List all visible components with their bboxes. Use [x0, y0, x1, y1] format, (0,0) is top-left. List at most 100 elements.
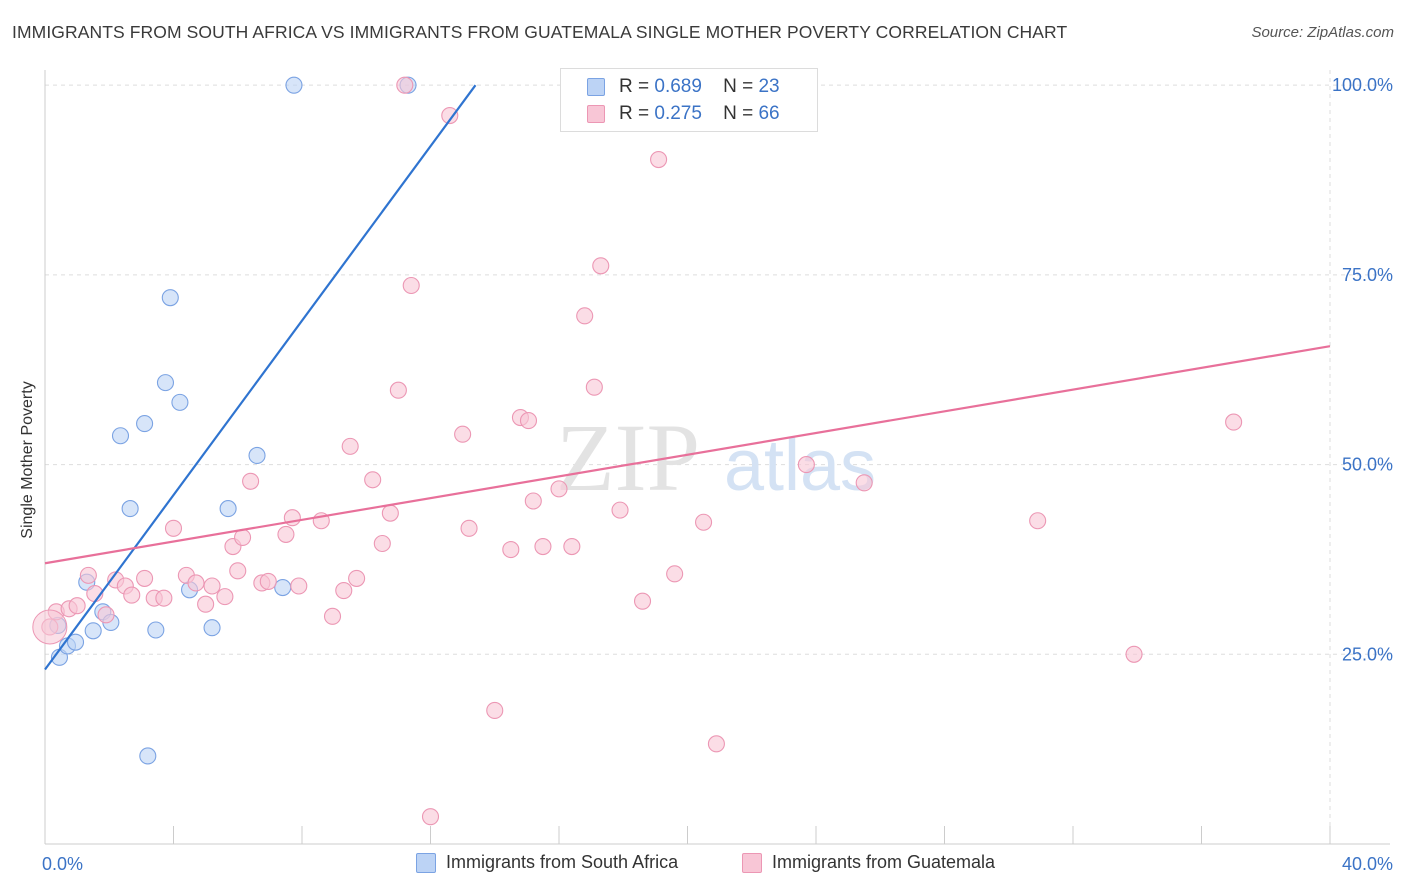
legend-swatch-guatemala: [587, 105, 605, 123]
point-south-africa: [219, 500, 237, 518]
y-axis-label-container: Single Mother Poverty: [4, 360, 52, 560]
point-guatemala: [123, 586, 141, 604]
point-guatemala: [695, 513, 713, 531]
point-guatemala: [486, 701, 504, 719]
bottom-legend-swatch-guatemala: [742, 853, 762, 873]
n-label: N =: [723, 76, 754, 97]
y-tick-label: 50.0%: [1342, 455, 1393, 475]
bottom-legend-swatch-south-africa: [416, 853, 436, 873]
point-guatemala: [460, 519, 478, 537]
point-guatemala: [524, 492, 542, 510]
point-guatemala: [164, 519, 183, 537]
y-tick-label: 100.0%: [1332, 75, 1393, 95]
grid-lines: [45, 70, 1390, 844]
point-guatemala: [1029, 512, 1047, 530]
point-guatemala: [611, 501, 629, 519]
chart-title: IMMIGRANTS FROM SOUTH AFRICA VS IMMIGRAN…: [12, 22, 1068, 42]
point-guatemala: [402, 276, 420, 295]
source-label: Source: ZipAtlas.com: [1251, 24, 1394, 41]
point-south-africa: [139, 747, 157, 765]
point-guatemala: [242, 472, 260, 490]
point-guatemala: [650, 150, 668, 169]
point-guatemala: [187, 574, 205, 592]
point-guatemala: [585, 378, 603, 396]
point-guatemala: [136, 569, 154, 587]
point-south-africa: [84, 622, 102, 640]
axes: [44, 70, 1390, 845]
legend-stats-guatemala: R = 0.275 N = 66: [619, 103, 780, 125]
point-guatemala: [797, 456, 815, 474]
correlation-legend: R = 0.689 N = 23 R = 0.275 N = 66: [560, 68, 818, 132]
point-south-africa: [66, 633, 85, 651]
n-label: N =: [723, 103, 754, 124]
y-axis-label: Single Mother Poverty: [19, 381, 36, 539]
point-south-africa: [248, 446, 266, 465]
point-guatemala: [323, 607, 342, 625]
point-guatemala: [421, 808, 440, 826]
trend-line-guatemala: [44, 345, 1331, 565]
bottom-legend-label-guatemala: Immigrants from Guatemala: [772, 852, 996, 872]
point-south-africa: [171, 393, 189, 411]
point-south-africa: [111, 427, 130, 445]
point-guatemala: [290, 577, 308, 595]
point-guatemala: [341, 437, 359, 455]
point-guatemala: [454, 425, 472, 443]
point-guatemala: [666, 565, 684, 583]
point-guatemala: [155, 589, 173, 607]
point-guatemala: [373, 534, 391, 553]
point-guatemala: [592, 257, 610, 275]
n-value-south-africa: 23: [758, 76, 780, 97]
point-south-africa: [147, 621, 165, 639]
point-south-africa: [285, 76, 303, 94]
point-guatemala: [563, 537, 581, 556]
point-guatemala: [381, 504, 399, 522]
legend-swatch-south-africa: [587, 78, 605, 96]
point-guatemala: [335, 582, 353, 600]
r-value-guatemala: 0.275: [654, 103, 702, 124]
point-south-africa: [161, 289, 179, 307]
point-guatemala: [707, 735, 725, 753]
point-cluster-guatemala: [32, 609, 68, 645]
point-south-africa: [136, 415, 154, 433]
point-guatemala: [203, 577, 221, 595]
point-guatemala: [364, 471, 382, 489]
point-guatemala: [576, 307, 594, 325]
r-label: R =: [619, 76, 650, 97]
point-south-africa: [203, 619, 221, 637]
point-guatemala: [216, 588, 234, 606]
point-guatemala: [1225, 413, 1243, 431]
point-guatemala: [197, 595, 215, 613]
bottom-legend-label-south-africa: Immigrants from South Africa: [446, 852, 679, 872]
point-guatemala: [97, 606, 115, 624]
point-guatemala: [259, 572, 277, 590]
tick-labels: 25.0% 50.0% 75.0% 100.0% 0.0% 40.0%: [42, 75, 1393, 874]
watermark-zip: ZIP: [556, 404, 700, 511]
point-guatemala: [389, 381, 407, 399]
point-south-africa: [156, 374, 175, 392]
x-tick-label: 40.0%: [1342, 854, 1393, 874]
legend-stats-south-africa: R = 0.689 N = 23: [619, 76, 780, 98]
x-tick-label: 0.0%: [42, 854, 83, 874]
point-guatemala: [396, 76, 414, 94]
r-value-south-africa: 0.689: [654, 76, 702, 97]
point-guatemala: [277, 525, 295, 543]
watermark: ZIP atlas: [556, 404, 876, 511]
point-guatemala: [502, 541, 520, 559]
point-guatemala: [519, 412, 538, 430]
point-guatemala: [229, 562, 247, 580]
point-guatemala: [1125, 645, 1143, 663]
y-tick-label: 75.0%: [1342, 265, 1393, 285]
point-guatemala: [550, 480, 568, 498]
r-label: R =: [619, 103, 650, 124]
point-guatemala: [348, 569, 366, 587]
point-south-africa: [274, 578, 292, 597]
point-guatemala: [855, 474, 873, 492]
point-guatemala: [79, 566, 97, 584]
point-guatemala: [441, 106, 459, 125]
point-south-africa: [121, 500, 139, 518]
trend-line-south-africa: [44, 84, 477, 671]
point-guatemala: [633, 592, 652, 610]
trend-lines: [44, 84, 1331, 671]
point-guatemala: [534, 537, 552, 556]
